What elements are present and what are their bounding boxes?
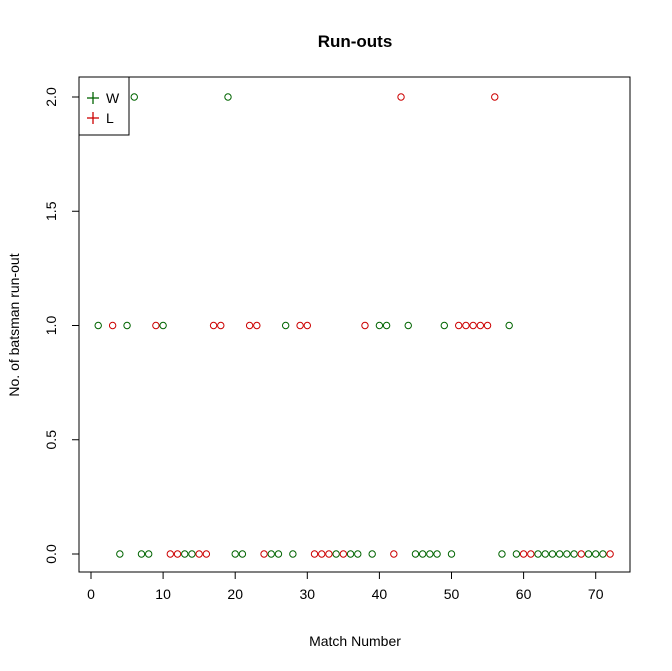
data-point-w (447, 550, 456, 558)
data-point-w (94, 321, 102, 330)
chart-title: Run-outs (318, 32, 393, 51)
data-point-l (166, 550, 175, 558)
data-point-w (541, 550, 549, 558)
data-point-l (253, 321, 261, 330)
data-point-w (548, 550, 557, 558)
data-point-w (382, 321, 391, 330)
data-point-l (296, 321, 304, 330)
x-tick-label: 40 (372, 586, 388, 602)
x-tick-label: 60 (516, 586, 532, 602)
x-tick-label: 30 (300, 586, 316, 602)
data-point-w (440, 321, 448, 330)
data-point-w (375, 321, 384, 330)
data-point-l (173, 550, 182, 558)
data-point-l (519, 550, 528, 558)
data-point-l (318, 550, 326, 558)
data-point-w (224, 93, 232, 101)
data-point-w (418, 550, 427, 558)
data-point-l (455, 321, 463, 330)
data-point-w (289, 550, 297, 558)
data-point-l (462, 321, 470, 330)
data-point-w (274, 550, 283, 558)
data-point-l (310, 550, 319, 558)
data-point-w (584, 550, 593, 558)
data-point-w (534, 550, 542, 558)
x-tick-label: 50 (444, 586, 460, 602)
data-point-w (404, 321, 412, 330)
data-point-l (217, 321, 225, 330)
data-point-w (368, 550, 376, 558)
x-tick-label: 20 (227, 586, 243, 602)
data-point-l (476, 321, 485, 330)
data-point-w (332, 550, 340, 558)
data-point-l (339, 550, 348, 558)
data-point-w (116, 550, 124, 558)
data-point-w (592, 550, 600, 558)
data-point-w (570, 550, 578, 558)
x-tick-label: 70 (588, 586, 604, 602)
legend: WL (78, 76, 130, 136)
data-point-l (491, 93, 499, 101)
data-point-l (527, 550, 535, 558)
legend-label-w: W (106, 90, 120, 106)
data-point-w (563, 550, 571, 558)
y-tick-label: 0.0 (43, 544, 59, 564)
data-point-w (411, 550, 420, 558)
data-point-l (606, 550, 614, 558)
data-point-l (361, 321, 369, 330)
y-axis-label: No. of batsman run-out (6, 253, 22, 396)
data-points (94, 93, 614, 558)
y-tick-label: 2.0 (43, 87, 59, 107)
data-point-w (159, 321, 167, 330)
data-point-l (397, 93, 405, 101)
data-point-w (512, 550, 521, 558)
data-point-l (325, 550, 333, 558)
legend-box (78, 76, 130, 136)
data-point-l (577, 550, 585, 558)
data-point-w (426, 550, 434, 558)
data-point-w (505, 321, 513, 330)
data-point-w (498, 550, 506, 558)
data-point-l (195, 550, 203, 558)
data-point-w (354, 550, 362, 558)
data-point-w (433, 550, 441, 558)
x-axis: 0 10 20 30 40 50 60 70 (87, 571, 604, 602)
data-point-w (231, 550, 239, 558)
data-point-w (181, 550, 189, 558)
data-point-w (137, 550, 146, 558)
data-point-l (483, 321, 492, 330)
y-tick-label: 0.5 (43, 430, 59, 450)
data-point-l (469, 321, 477, 330)
data-point-l (108, 321, 117, 330)
x-tick-label: 10 (155, 586, 171, 602)
x-axis-label: Match Number (309, 633, 401, 649)
data-point-l (390, 550, 398, 558)
data-point-w (238, 550, 247, 558)
y-axis: 0.0 0.5 1.0 1.5 2.0 (43, 87, 80, 564)
data-point-l (303, 321, 311, 330)
data-point-w (123, 321, 131, 330)
data-point-w (144, 550, 153, 558)
data-point-l (245, 321, 254, 330)
data-point-l (260, 550, 268, 558)
data-point-w (346, 550, 355, 558)
data-point-l (152, 321, 160, 330)
data-point-w (130, 93, 138, 101)
data-point-w (188, 550, 196, 558)
data-point-w (555, 550, 564, 558)
data-point-w (267, 550, 275, 558)
y-tick-label: 1.0 (43, 316, 59, 336)
y-tick-label: 1.5 (43, 201, 59, 221)
data-point-l (202, 550, 211, 558)
data-point-l (209, 321, 218, 330)
plot-area-border (78, 76, 631, 573)
legend-label-l: L (106, 110, 114, 126)
data-point-w (281, 321, 290, 330)
x-tick-label: 0 (87, 586, 95, 602)
data-point-w (599, 550, 607, 558)
